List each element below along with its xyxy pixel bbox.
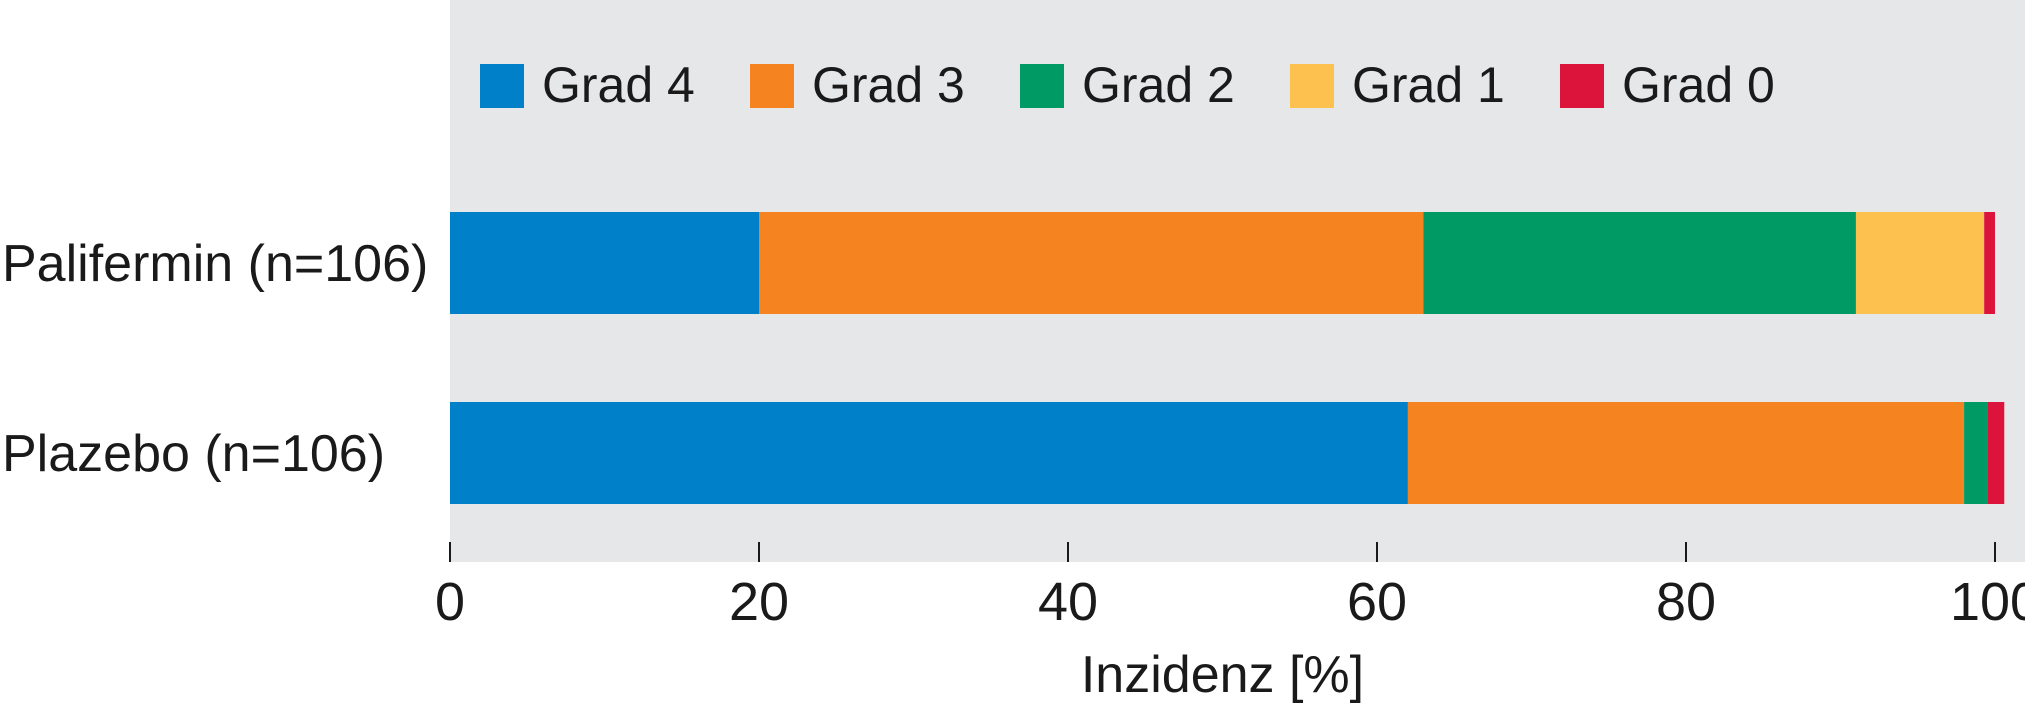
- category-label: Palifermin (n=106): [2, 235, 428, 293]
- legend-swatch: [1020, 64, 1064, 108]
- legend-swatch: [1560, 64, 1604, 108]
- bars: [450, 212, 2005, 504]
- bar-segment-grad-0: [1987, 402, 2005, 504]
- legend-label: Grad 0: [1622, 57, 1775, 113]
- bar-segment-grad-2: [1964, 402, 1988, 504]
- bar-segment-grad-3: [1407, 402, 1965, 504]
- legend-swatch: [1290, 64, 1334, 108]
- legend-label: Grad 2: [1082, 57, 1235, 113]
- x-tick-label: 60: [1347, 572, 1407, 632]
- bar-segment-grad-4: [450, 402, 1408, 504]
- x-tick-label: 0: [435, 572, 465, 632]
- legend-label: Grad 4: [542, 57, 695, 113]
- legend-item-grad-0: Grad 0: [1560, 57, 1775, 113]
- bar-group-plazebo-n-106: [450, 402, 2005, 504]
- category-labels: Palifermin (n=106) Plazebo (n=106): [2, 235, 428, 483]
- legend-item-grad-4: Grad 4: [480, 57, 695, 113]
- x-axis-label: Inzidenz [%]: [1081, 646, 1364, 704]
- bar-group-palifermin-n-106: [450, 212, 1995, 314]
- legend-item-grad-1: Grad 1: [1290, 57, 1505, 113]
- x-tick-label: 40: [1038, 572, 1098, 632]
- bar-segment-grad-0: [1984, 212, 1995, 314]
- category-label: Plazebo (n=106): [2, 425, 385, 483]
- legend-item-grad-3: Grad 3: [750, 57, 965, 113]
- bar-segment-grad-2: [1423, 212, 1856, 314]
- bar-segment-grad-1: [1855, 212, 1985, 314]
- legend-swatch: [480, 64, 524, 108]
- bar-segment-grad-3: [759, 212, 1424, 314]
- legend-item-grad-2: Grad 2: [1020, 57, 1235, 113]
- legend: Grad 4 Grad 3 Grad 2 Grad 1 Grad 0: [480, 57, 1775, 113]
- bar-segment-grad-4: [450, 212, 759, 314]
- legend-label: Grad 3: [812, 57, 965, 113]
- x-axis: 0 20 40 60 80 100: [435, 542, 2025, 632]
- x-tick-label: 20: [729, 572, 789, 632]
- x-tick-label: 80: [1656, 572, 1716, 632]
- legend-label: Grad 1: [1352, 57, 1505, 113]
- legend-swatch: [750, 64, 794, 108]
- x-tick-label: 100: [1950, 572, 2025, 632]
